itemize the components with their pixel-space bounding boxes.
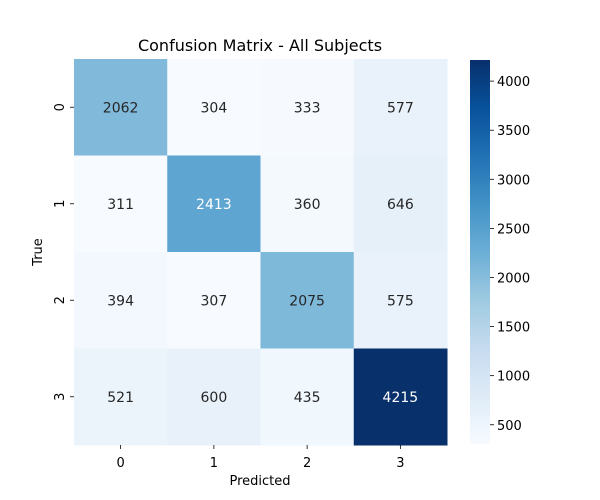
cell-value-label: 521 <box>107 390 134 406</box>
colorbar-tick-label: 3500 <box>497 124 530 139</box>
colorbar: 500 1000 1500 2000 2500 3000 3500 4000 <box>470 60 530 444</box>
heatmap-cell <box>74 252 168 349</box>
colorbar-ticks: 500 1000 1500 2000 2500 3000 3500 4000 <box>490 75 530 434</box>
y-tick-label: 1 <box>53 200 68 208</box>
x-axis-ticks: 0 1 2 3 <box>116 445 405 471</box>
heatmap-cell <box>353 348 448 446</box>
colorbar-tick-label: 500 <box>497 419 522 434</box>
cell-value-label: 435 <box>294 390 321 406</box>
heatmap-cell <box>353 59 448 156</box>
colorbar-tick-label: 3000 <box>497 173 530 188</box>
x-tick-label: 1 <box>210 456 218 471</box>
colorbar-tick-label: 2500 <box>497 222 530 237</box>
heatmap-cell <box>260 252 355 349</box>
heatmap-cell <box>167 348 261 446</box>
y-axis-label: True <box>31 238 46 267</box>
heatmap-cell <box>74 59 168 156</box>
x-tick-label: 0 <box>116 456 124 471</box>
cell-value-label: 577 <box>387 100 414 116</box>
heatmap-cells: 2062 304 333 577 311 2413 360 646 394 307 2075 575 5… <box>74 59 448 446</box>
cell-value-label: 304 <box>201 100 228 116</box>
heatmap-cell <box>167 155 261 253</box>
heatmap-cell <box>74 155 168 253</box>
cell-value-label: 2413 <box>196 197 232 213</box>
cell-value-label: 333 <box>294 100 321 116</box>
cell-value-label: 575 <box>387 293 414 309</box>
cell-value-label: 2062 <box>103 100 139 116</box>
heatmap-cell <box>353 155 448 253</box>
cell-value-label: 2075 <box>289 293 325 309</box>
colorbar-gradient <box>470 60 490 444</box>
y-tick-label: 2 <box>53 296 68 304</box>
x-tick-label: 3 <box>396 456 404 471</box>
cell-value-label: 4215 <box>383 390 419 406</box>
colorbar-tick-label: 2000 <box>497 271 530 286</box>
cell-value-label: 646 <box>387 197 414 213</box>
y-tick-label: 0 <box>53 103 68 111</box>
x-tick-label: 2 <box>303 456 311 471</box>
cell-value-label: 600 <box>201 390 228 406</box>
colorbar-tick-label: 4000 <box>497 75 530 90</box>
heatmap-cell <box>260 348 355 446</box>
chart-title: Confusion Matrix - All Subjects <box>138 36 382 55</box>
cell-value-label: 307 <box>201 293 228 309</box>
y-axis-ticks: 0 1 2 3 <box>53 103 74 401</box>
cell-value-label: 311 <box>107 197 134 213</box>
heatmap-cell <box>260 59 355 156</box>
colorbar-tick-label: 1000 <box>497 370 530 385</box>
cell-value-label: 360 <box>294 197 321 213</box>
heatmap-cell <box>167 59 261 156</box>
heatmap-cell <box>74 348 168 446</box>
heatmap-cell <box>353 252 448 349</box>
x-axis-label: Predicted <box>229 474 290 489</box>
cell-value-label: 394 <box>107 293 134 309</box>
heatmap-cell <box>260 155 355 253</box>
colorbar-tick-label: 1500 <box>497 321 530 336</box>
heatmap-cell <box>167 252 261 349</box>
y-tick-label: 3 <box>53 393 68 401</box>
